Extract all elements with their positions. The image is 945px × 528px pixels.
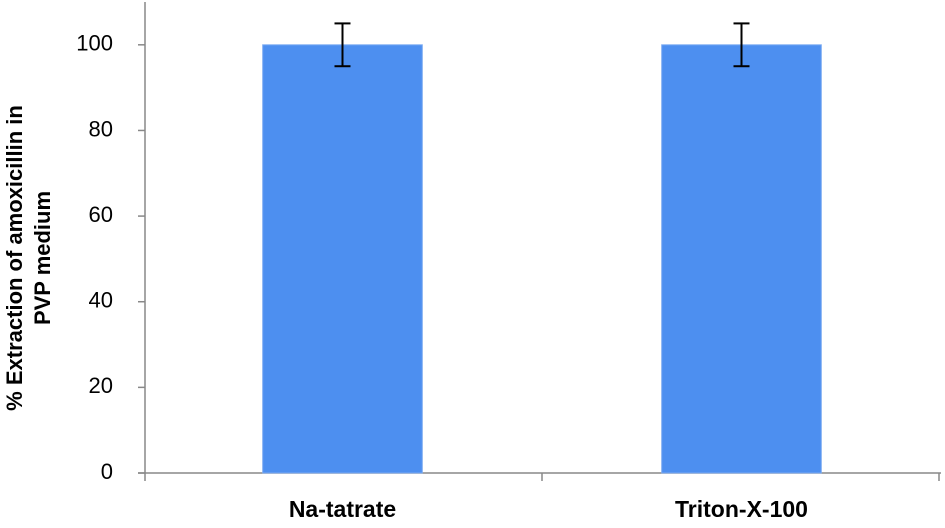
x-tick-label: Na-tatrate bbox=[289, 496, 396, 522]
y-tick-label: 60 bbox=[89, 202, 113, 227]
y-axis-title: % Extraction of amoxicillin in PVP mediu… bbox=[2, 105, 55, 411]
y-axis-title-line: % Extraction of amoxicillin in bbox=[2, 105, 27, 411]
y-tick-label: 0 bbox=[101, 459, 113, 484]
bar bbox=[262, 44, 423, 474]
error-bar bbox=[733, 22, 750, 68]
y-tick-label: 100 bbox=[76, 31, 113, 56]
y-tick-label: 80 bbox=[89, 116, 113, 141]
bar bbox=[661, 44, 822, 474]
x-tick-label: Triton-X-100 bbox=[675, 496, 808, 522]
y-axis-title-line: PVP medium bbox=[30, 191, 55, 325]
error-bar bbox=[334, 22, 351, 68]
y-tick-label: 20 bbox=[89, 373, 113, 398]
y-tick-label: 40 bbox=[89, 288, 113, 313]
